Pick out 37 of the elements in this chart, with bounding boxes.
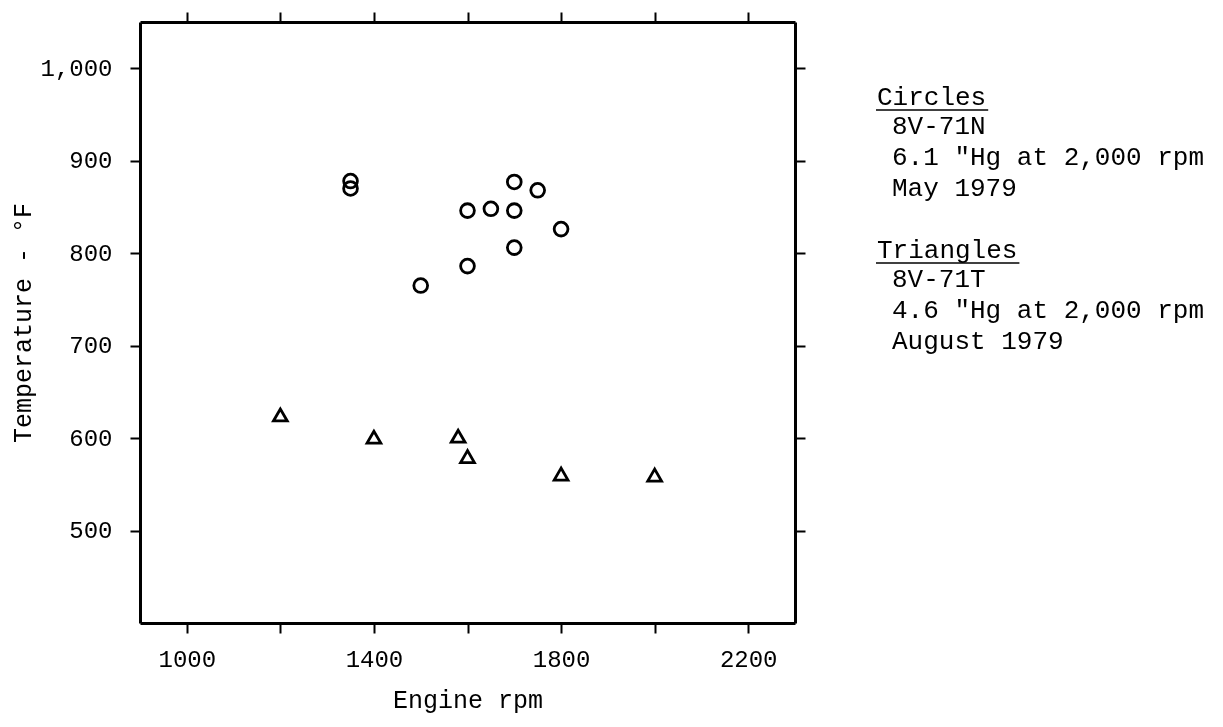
point <box>552 220 570 238</box>
text: August 1979 <box>892 327 1064 357</box>
point <box>272 407 289 423</box>
text: Triangles <box>877 236 1018 266</box>
point <box>449 428 467 444</box>
text: Circles <box>877 83 987 113</box>
point <box>646 467 663 483</box>
point <box>482 200 500 218</box>
point <box>505 239 523 256</box>
y-tick-label: 1,000 <box>40 55 113 83</box>
point <box>552 466 570 482</box>
y-tick-label: 500 <box>69 518 113 546</box>
y-tick-label: 700 <box>69 333 113 361</box>
x-tick-label: 2200 <box>719 646 778 674</box>
x-tick-label: 1400 <box>345 646 404 674</box>
point <box>459 257 476 275</box>
y-tick-label: 600 <box>69 425 113 453</box>
point <box>342 172 359 190</box>
point <box>365 429 383 445</box>
y-tick-label: 900 <box>69 148 113 176</box>
x-tick-label: 1800 <box>532 646 591 674</box>
text: 4.6 "Hg at 2,000 rpm <box>892 296 1205 326</box>
point <box>529 182 546 199</box>
y-tick-label: 800 <box>69 240 113 268</box>
text: 8V-71T <box>892 265 986 295</box>
text: 6.1 "Hg at 2,000 rpm <box>892 143 1205 173</box>
point <box>412 277 430 294</box>
x-tick-label: 1000 <box>158 646 217 674</box>
point <box>459 449 476 464</box>
point <box>459 202 476 219</box>
y-axis-title: Temperature - °F <box>10 202 40 444</box>
text: May 1979 <box>892 174 1017 204</box>
text: 8V-71N <box>892 112 986 142</box>
x-axis-title: Engine rpm <box>392 686 544 716</box>
point <box>505 173 523 191</box>
point <box>505 202 523 219</box>
point <box>342 180 359 197</box>
